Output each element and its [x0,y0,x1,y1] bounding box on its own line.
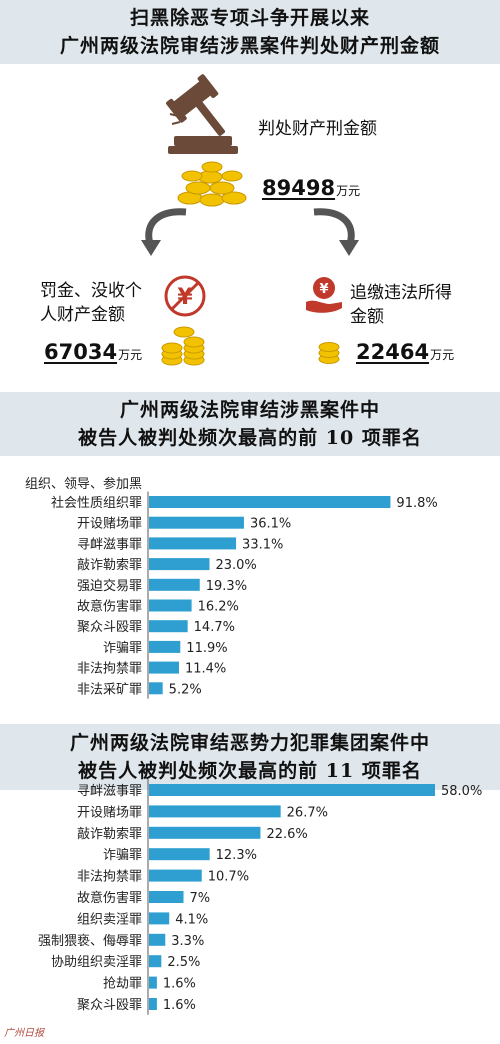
left-amount: 67034 [44,340,118,364]
category-label: 协助组织卖淫罪 [51,955,142,970]
value-label: 91.8% [396,496,437,511]
category-label: 寻衅滋事罪 [77,784,142,799]
value-label: 4.1% [175,912,208,927]
bar [149,891,184,903]
total-amount-row: 89498万元 [262,176,360,200]
total-amount: 89498 [262,176,336,200]
value-label: 10.7% [208,870,249,885]
header-2-line-2: 被告人被判处频次最高的前 10 项罪名 [78,427,422,449]
header-banner-1: 扫黑除恶专项斗争开展以来 广州两级法院审结涉黑案件判处财产刑金额 [0,0,500,64]
header-1-line-1: 扫黑除恶专项斗争开展以来 [129,7,370,29]
bar [149,933,166,946]
category-label: 故意伤害罪 [77,890,142,906]
evil-force-bar-chart: 58.0% 寻衅滋事罪 26.7% 开设赌场罪 22.6% 敲诈勒索罪 12.3% 诈骗罪 10… [38,779,482,1015]
value-label: 5.2% [169,682,202,697]
category-label: 强制猥亵、侮辱罪 [38,933,142,949]
header-2-line-1: 广州两级法院审结涉黑案件中 [119,399,380,421]
header-banner-2: 广州两级法院审结涉黑案件中 被告人被判处频次最高的前 10 项罪名 [0,392,500,456]
value-label: 36.1% [250,517,291,532]
header-banner-3: 广州两级法院审结恶势力犯罪集团案件中 被告人被判处频次最高的前 11 项罪名 [0,724,500,790]
value-label: 1.6% [163,977,196,992]
category-label: 诈骗罪 [103,641,142,656]
right-unit: 万元 [430,348,455,362]
category-label: 非法拘禁罪 [77,870,142,885]
gavel-icon [166,74,238,154]
category-label: 非法拘禁罪 [77,662,142,677]
category-label: 强迫交易罪 [77,578,142,594]
value-label: 16.2% [198,600,239,615]
category-label: 开设赌场罪 [77,517,142,532]
category-label: 组织、领导、参加黑 [25,476,142,492]
value-label: 11.9% [186,641,227,656]
svg-text:¥: ¥ [319,282,328,297]
curved-arrow-icon [313,208,359,256]
bar [149,998,157,1010]
bar [149,869,202,882]
value-label: 1.6% [163,998,196,1013]
category-label: 聚众斗殴罪 [77,998,142,1013]
right-amount-row: 22464万元 [356,340,454,364]
value-label: 26.7% [287,805,328,820]
category-label: 社会性质组织罪 [51,495,142,511]
bar [149,599,192,612]
bar [149,955,162,968]
value-label: 12.3% [216,848,257,863]
category-label: 敲诈勒索罪 [77,557,142,573]
total-label: 判处财产刑金额 [258,119,377,139]
bar [149,826,261,839]
value-label: 3.3% [171,934,204,949]
right-label-line-2: 金额 [350,307,384,327]
bar [149,682,163,695]
category-label: 敲诈勒索罪 [77,826,142,842]
value-label: 14.7% [194,620,235,635]
bar [149,976,157,989]
left-unit: 万元 [118,348,143,362]
right-amount: 22464 [356,340,430,364]
category-label: 寻衅滋事罪 [77,537,142,552]
bar [149,496,391,508]
money-hand-icon: ¥ [306,277,342,313]
header-3-line-2: 被告人被判处频次最高的前 11 项罪名 [78,760,422,782]
value-label: 19.3% [206,579,247,594]
value-label: 23.0% [215,558,256,573]
bar [149,640,181,653]
category-label: 故意伤害罪 [77,599,142,615]
category-label: 组织卖淫罪 [77,912,142,927]
right-label-line-1: 追缴违法所得 [350,283,452,303]
bar [149,805,281,818]
value-label: 7% [190,891,211,906]
bar [149,784,435,796]
value-label: 2.5% [167,955,200,970]
bar [149,578,200,591]
value-label: 22.6% [266,827,307,842]
value-label: 11.4% [185,662,226,677]
category-label: 开设赌场罪 [77,805,142,820]
bar [149,620,188,633]
category-label: 非法采矿罪 [77,682,142,697]
header-1-line-2: 广州两级法院审结涉黑案件判处财产刑金额 [59,35,440,57]
bar [149,661,179,674]
newspaper-logo-watermark: 广州日报 [4,1028,44,1039]
bar [149,537,237,550]
left-label-line-1: 罚金、没收个 [40,281,142,301]
bar [149,912,170,925]
left-amount-row: 67034万元 [44,340,142,364]
category-label: 诈骗罪 [103,848,142,863]
no-money-icon: ¥ [164,275,206,317]
value-label: 33.1% [242,537,283,552]
header-3-line-1: 广州两级法院审结恶势力犯罪集团案件中 [69,732,430,754]
curved-arrow-icon [141,208,187,256]
coin-stack-icon [177,161,247,207]
coin-stack-icon [318,342,340,364]
value-label: 58.0% [441,784,482,799]
coin-stack-icon [161,326,205,366]
left-label-line-2: 人财产金额 [40,305,125,325]
total-unit: 万元 [336,184,361,198]
category-label: 聚众斗殴罪 [77,620,142,635]
bar [149,516,244,529]
category-label: 抢劫罪 [103,976,142,992]
bar [149,558,210,571]
bar [149,848,210,861]
